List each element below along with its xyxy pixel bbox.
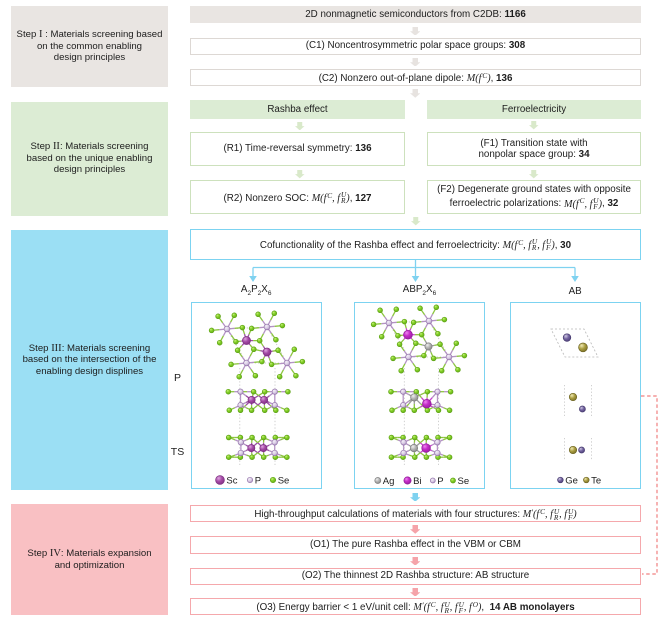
svg-text:P: P (255, 475, 261, 486)
svg-text:Se: Se (458, 476, 470, 487)
svg-text:P: P (437, 476, 443, 487)
svg-text:Sc: Sc (226, 475, 237, 486)
svg-text:Ag: Ag (383, 476, 395, 487)
svg-text:Se: Se (278, 475, 290, 486)
svg-text:Bi: Bi (413, 476, 421, 487)
svg-text:Ge: Ge (565, 475, 578, 486)
svg-text:Te: Te (591, 475, 601, 486)
